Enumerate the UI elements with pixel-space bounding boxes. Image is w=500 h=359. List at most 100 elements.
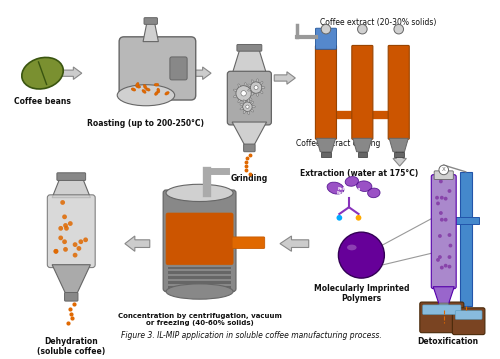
Ellipse shape: [165, 92, 169, 95]
Bar: [168, 271, 231, 274]
Circle shape: [76, 246, 82, 251]
Circle shape: [448, 265, 452, 269]
Ellipse shape: [260, 91, 263, 93]
Bar: [394, 152, 404, 157]
Circle shape: [63, 223, 68, 228]
Circle shape: [236, 86, 252, 101]
Polygon shape: [274, 72, 295, 84]
Circle shape: [78, 239, 83, 244]
Ellipse shape: [154, 83, 159, 86]
Text: Concentration by centrifugation, vacuum
or freezing (40-60% solids): Concentration by centrifugation, vacuum …: [118, 313, 282, 326]
Circle shape: [58, 236, 63, 240]
Text: Coffee extract (20-30% solids): Coffee extract (20-30% solids): [320, 18, 437, 27]
Text: Grinding: Grinding: [230, 174, 268, 183]
FancyBboxPatch shape: [455, 311, 482, 319]
Ellipse shape: [240, 108, 243, 110]
FancyBboxPatch shape: [144, 18, 158, 24]
Circle shape: [439, 180, 443, 183]
Ellipse shape: [256, 93, 258, 96]
Polygon shape: [52, 265, 90, 293]
FancyBboxPatch shape: [432, 175, 456, 289]
Ellipse shape: [234, 95, 236, 98]
Circle shape: [60, 200, 65, 205]
FancyBboxPatch shape: [237, 45, 262, 51]
FancyBboxPatch shape: [244, 144, 255, 152]
Circle shape: [440, 218, 444, 222]
Polygon shape: [393, 147, 406, 166]
Text: Dehydration
(soluble coffee): Dehydration (soluble coffee): [37, 336, 106, 356]
Circle shape: [321, 24, 330, 34]
Circle shape: [250, 82, 262, 93]
Ellipse shape: [131, 88, 136, 91]
Circle shape: [83, 237, 88, 242]
Ellipse shape: [240, 103, 243, 106]
Ellipse shape: [234, 89, 236, 91]
Circle shape: [444, 218, 448, 222]
Circle shape: [246, 105, 249, 108]
FancyBboxPatch shape: [170, 57, 187, 80]
Ellipse shape: [146, 88, 150, 91]
FancyBboxPatch shape: [119, 37, 196, 100]
Ellipse shape: [157, 88, 160, 93]
FancyBboxPatch shape: [316, 46, 336, 139]
FancyBboxPatch shape: [422, 305, 461, 314]
Ellipse shape: [248, 84, 251, 86]
Ellipse shape: [347, 244, 356, 250]
Ellipse shape: [356, 181, 372, 191]
Circle shape: [444, 197, 448, 201]
Ellipse shape: [327, 182, 344, 194]
Circle shape: [63, 247, 68, 252]
Ellipse shape: [136, 83, 139, 87]
FancyBboxPatch shape: [316, 28, 336, 49]
Circle shape: [435, 196, 439, 200]
Circle shape: [254, 85, 258, 90]
Text: Molecularly Imprinted
Polymers: Molecularly Imprinted Polymers: [314, 284, 409, 303]
Circle shape: [356, 215, 362, 221]
Ellipse shape: [238, 100, 240, 103]
Circle shape: [439, 211, 443, 215]
Ellipse shape: [142, 89, 146, 93]
FancyBboxPatch shape: [232, 237, 264, 248]
Text: Figure 3. IL-MIP application in soluble coffee manufacturing process.: Figure 3. IL-MIP application in soluble …: [121, 331, 382, 340]
FancyBboxPatch shape: [439, 303, 448, 311]
Circle shape: [241, 90, 246, 96]
Circle shape: [64, 226, 69, 231]
FancyBboxPatch shape: [48, 195, 95, 267]
Polygon shape: [125, 236, 150, 251]
Ellipse shape: [22, 57, 64, 89]
Circle shape: [68, 221, 72, 226]
Ellipse shape: [251, 109, 254, 112]
Bar: [168, 286, 231, 289]
FancyBboxPatch shape: [163, 190, 236, 292]
Ellipse shape: [117, 85, 174, 106]
Bar: [168, 276, 231, 279]
Circle shape: [448, 233, 452, 237]
FancyBboxPatch shape: [388, 46, 409, 139]
Polygon shape: [389, 138, 408, 152]
FancyBboxPatch shape: [420, 302, 464, 333]
Ellipse shape: [166, 284, 233, 299]
Text: Roasting (up to 200-250°C): Roasting (up to 200-250°C): [88, 119, 204, 128]
Circle shape: [436, 201, 440, 205]
Ellipse shape: [144, 84, 146, 89]
FancyBboxPatch shape: [57, 173, 86, 181]
Polygon shape: [232, 49, 266, 74]
Circle shape: [336, 215, 342, 221]
Text: Detoxification: Detoxification: [417, 336, 478, 345]
Circle shape: [62, 239, 67, 244]
Ellipse shape: [238, 84, 240, 87]
Ellipse shape: [248, 89, 251, 91]
Circle shape: [72, 253, 78, 257]
Ellipse shape: [249, 98, 252, 101]
Ellipse shape: [166, 184, 233, 201]
Circle shape: [444, 264, 448, 267]
Ellipse shape: [244, 83, 246, 86]
Circle shape: [54, 249, 59, 254]
Ellipse shape: [248, 99, 250, 102]
Ellipse shape: [252, 80, 254, 83]
Circle shape: [448, 244, 452, 247]
Ellipse shape: [154, 91, 158, 95]
Bar: [168, 267, 231, 270]
Circle shape: [72, 242, 78, 247]
FancyBboxPatch shape: [64, 293, 78, 301]
